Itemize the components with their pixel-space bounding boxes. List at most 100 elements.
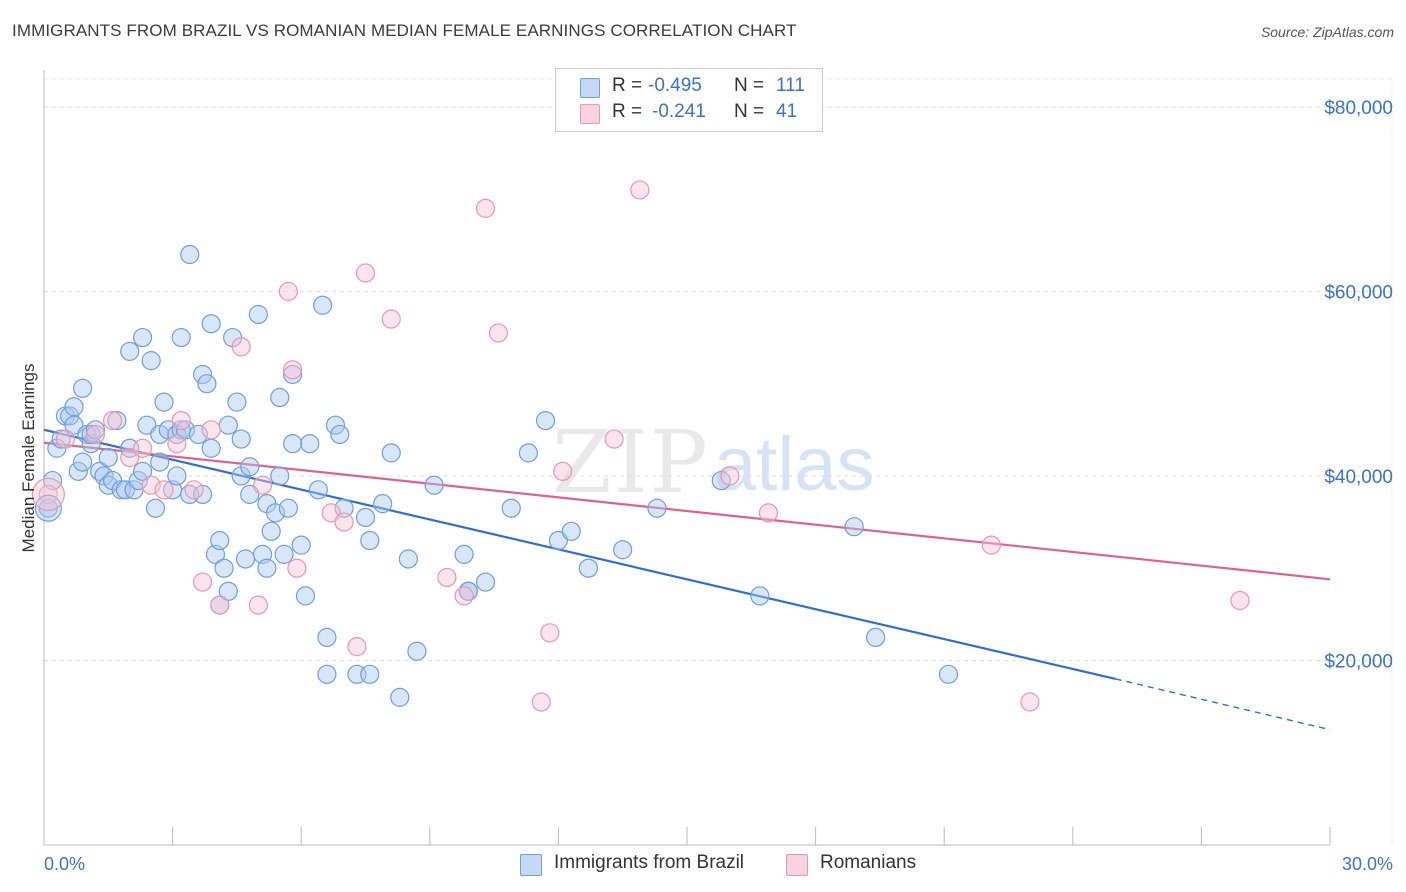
point-romanians bbox=[1020, 692, 1040, 712]
point-brazil bbox=[128, 470, 148, 491]
watermark-zip: ZIP bbox=[552, 413, 710, 513]
legend-swatch-romanians bbox=[580, 104, 600, 124]
point-brazil bbox=[578, 558, 599, 578]
point-brazil bbox=[270, 387, 290, 408]
point-brazil bbox=[34, 494, 62, 522]
point-romanians bbox=[454, 586, 474, 606]
y-tick-label: $20,000 bbox=[1324, 651, 1393, 672]
point-romanians bbox=[630, 180, 650, 200]
point-brazil bbox=[313, 295, 333, 315]
point-romanians bbox=[167, 434, 187, 454]
bottom-legend-label-romanians: Romanians bbox=[820, 852, 917, 873]
point-brazil bbox=[454, 544, 474, 564]
point-brazil bbox=[68, 461, 88, 481]
chart-title: IMMIGRANTS FROM BRAZIL VS ROMANIAN MEDIA… bbox=[12, 21, 797, 40]
legend-r-label: R = bbox=[612, 101, 643, 122]
point-brazil bbox=[283, 434, 303, 454]
point-brazil bbox=[501, 498, 521, 518]
legend-n-value: 111 bbox=[776, 75, 805, 96]
point-brazil bbox=[150, 452, 170, 472]
point-brazil bbox=[647, 498, 667, 518]
point-brazil bbox=[72, 452, 93, 472]
y-tick-label: $80,000 bbox=[1324, 98, 1393, 119]
watermark: ZIP atlas bbox=[552, 413, 875, 513]
point-romanians bbox=[85, 424, 106, 445]
point-brazil bbox=[210, 530, 230, 551]
point-romanians bbox=[475, 198, 496, 218]
point-romanians bbox=[120, 447, 140, 468]
point-romanians bbox=[253, 475, 273, 495]
y-tick-label: $40,000 bbox=[1324, 467, 1393, 488]
point-romanians bbox=[720, 466, 740, 486]
point-brazil bbox=[64, 415, 84, 435]
point-brazil bbox=[167, 466, 187, 486]
point-brazil bbox=[325, 415, 346, 435]
point-brazil bbox=[218, 415, 238, 435]
point-romanians bbox=[231, 337, 251, 357]
point-romanians bbox=[210, 595, 230, 615]
point-brazil bbox=[120, 341, 140, 361]
point-brazil bbox=[150, 424, 170, 445]
point-brazil bbox=[938, 664, 959, 684]
point-brazil bbox=[98, 447, 118, 468]
point-romanians bbox=[334, 512, 354, 532]
point-brazil bbox=[535, 410, 556, 431]
point-brazil bbox=[398, 549, 418, 569]
point-brazil bbox=[60, 406, 80, 426]
legend-n-value: 41 bbox=[776, 101, 798, 122]
point-brazil bbox=[261, 521, 281, 541]
point-romanians bbox=[540, 623, 560, 643]
point-brazil bbox=[214, 558, 234, 578]
point-brazil bbox=[518, 443, 538, 463]
point-romanians bbox=[132, 438, 153, 458]
point-brazil bbox=[218, 581, 238, 601]
point-brazil bbox=[407, 641, 427, 661]
point-brazil bbox=[141, 351, 161, 371]
point-brazil bbox=[330, 424, 350, 445]
point-brazil bbox=[72, 378, 93, 398]
bottom-legend-swatch-brazil bbox=[520, 854, 542, 876]
point-brazil bbox=[154, 392, 174, 412]
point-romanians bbox=[278, 281, 298, 302]
point-romanians bbox=[141, 475, 161, 495]
point-brazil bbox=[270, 466, 290, 486]
point-brazil bbox=[613, 540, 633, 560]
axes bbox=[43, 70, 1331, 846]
point-romanians bbox=[437, 567, 457, 588]
point-romanians bbox=[604, 429, 624, 449]
x-tick-label: 0.0% bbox=[44, 854, 85, 874]
point-brazil bbox=[274, 544, 294, 564]
x-tick-labels: 0.0% 30.0% bbox=[44, 854, 1393, 874]
point-romanians bbox=[193, 572, 213, 592]
point-brazil bbox=[132, 327, 153, 348]
point-brazil bbox=[308, 480, 328, 500]
point-brazil bbox=[373, 494, 393, 514]
point-brazil bbox=[107, 410, 127, 431]
legend-r-label: R = bbox=[612, 75, 643, 96]
point-brazil bbox=[334, 498, 354, 518]
point-brazil bbox=[248, 304, 268, 325]
point-brazil bbox=[295, 586, 316, 606]
point-brazil bbox=[390, 687, 410, 707]
point-brazil bbox=[866, 627, 886, 648]
point-romanians bbox=[321, 503, 341, 523]
point-romanians bbox=[102, 410, 123, 431]
legend-swatch-brazil bbox=[580, 78, 600, 98]
point-brazil bbox=[85, 420, 106, 440]
point-brazil bbox=[278, 498, 298, 518]
legend-n-label: N = bbox=[734, 75, 765, 96]
point-brazil bbox=[201, 438, 221, 458]
point-romanians bbox=[758, 503, 779, 523]
point-romanians bbox=[38, 484, 58, 505]
point-brazil bbox=[197, 374, 217, 394]
point-brazil bbox=[711, 470, 731, 491]
point-brazil bbox=[257, 558, 277, 578]
bottom-legend-label-brazil: Immigrants from Brazil bbox=[554, 852, 745, 873]
legend-r-value: -0.495 bbox=[648, 75, 702, 96]
point-romanians bbox=[283, 360, 303, 380]
point-brazil bbox=[235, 549, 256, 569]
point-romanians bbox=[381, 309, 401, 329]
trend-line-brazil-extension bbox=[1115, 678, 1331, 731]
point-brazil bbox=[548, 530, 569, 551]
